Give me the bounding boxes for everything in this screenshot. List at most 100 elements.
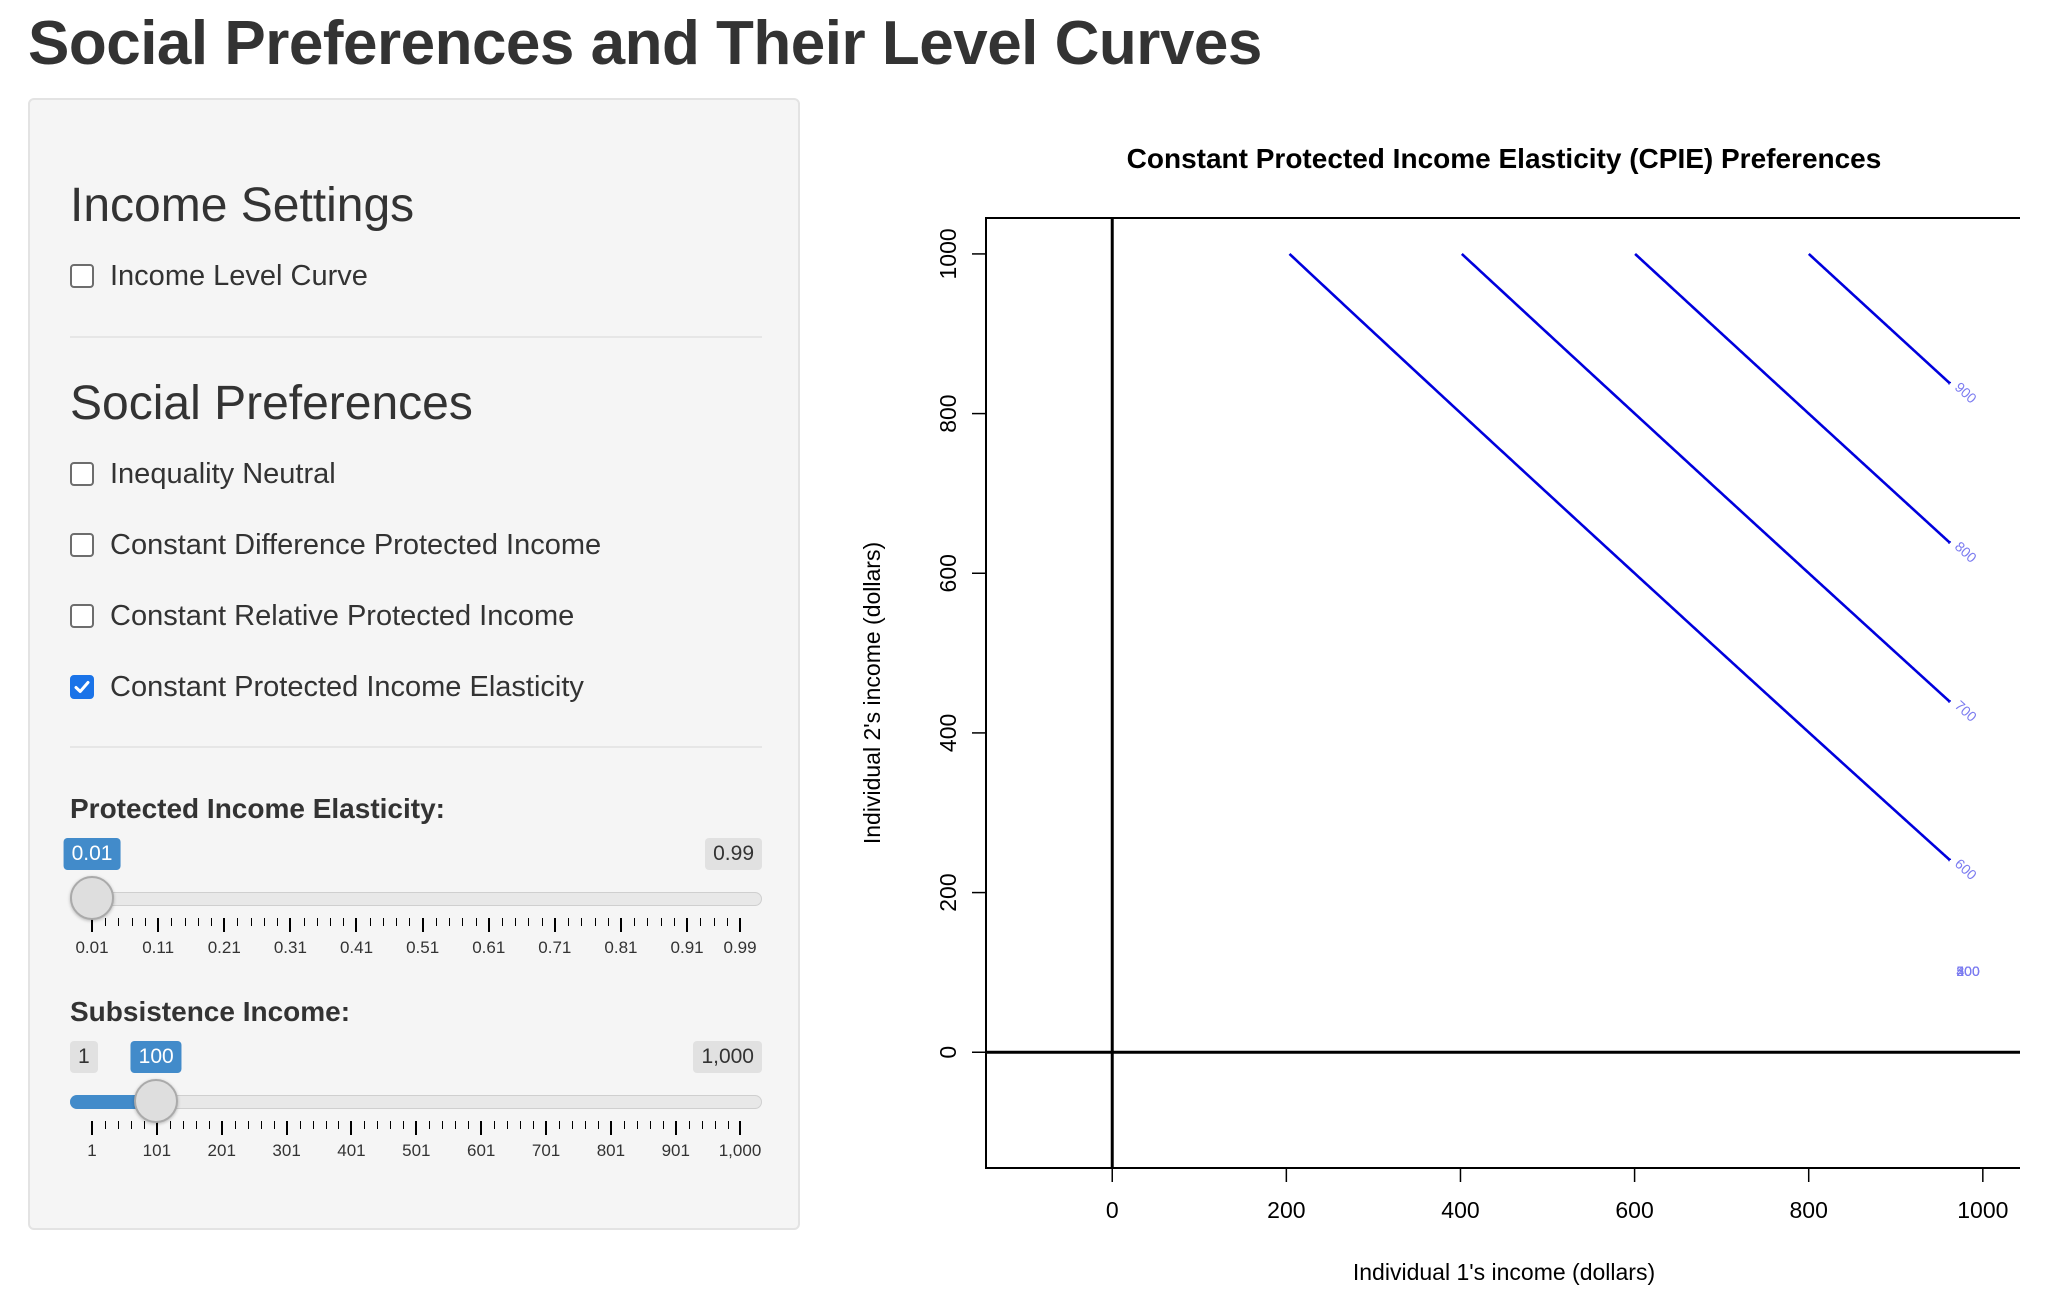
slider-tick-label: 0.21 [207, 938, 241, 957]
level-curve-label: 400 [1956, 963, 1980, 979]
level-curve [1288, 252, 1952, 862]
slider-handle[interactable] [70, 876, 114, 920]
chart-y-axis-label: Individual 2's income (dollars) [859, 542, 885, 844]
slider-tick [421, 918, 424, 932]
slider-minor-tick [533, 1121, 535, 1129]
level-curve-label: 900 [1952, 379, 1980, 407]
slider-tick [220, 1121, 223, 1135]
slider-minor-tick [559, 1121, 561, 1129]
slider-tick-label: 801 [596, 1141, 626, 1160]
social-preferences-heading: Social Preferences [70, 377, 473, 430]
x-tick-label: 1000 [1957, 1197, 2008, 1223]
slider-max-badge: 0.99 [705, 838, 762, 870]
slider-minor-tick [568, 918, 570, 926]
slider-tick [674, 1121, 677, 1135]
y-tick-label: 200 [935, 873, 961, 911]
slider-minor-tick [494, 1121, 496, 1129]
slider-minor-tick [277, 918, 279, 926]
slider-tick-label: 601 [467, 1141, 496, 1160]
slider-minor-tick [449, 918, 451, 926]
elasticity-slider[interactable]: 0.99 0.01 0.01 0.11 0.21 0.31 0.41 0.51 0.61 0.… [63, 838, 762, 968]
y-tick-label: 800 [935, 394, 961, 432]
slider-tick [415, 1121, 418, 1135]
constant-difference-checkbox[interactable] [70, 533, 94, 557]
slider-tick [619, 918, 622, 932]
inequality-neutral-checkbox-row[interactable]: Inequality Neutral [70, 456, 336, 492]
constant-difference-checkbox-row[interactable]: Constant Difference Protected Income [70, 527, 601, 563]
slider-minor-tick [369, 918, 371, 926]
slider-tick [739, 1121, 741, 1135]
slider-minor-tick [303, 918, 305, 926]
x-tick-label: 600 [1615, 1197, 1653, 1223]
slider-tick-label: 0.11 [142, 938, 175, 957]
constant-elasticity-checkbox-row[interactable]: Constant Protected Income Elasticity [70, 669, 584, 705]
sidebar-panel: Income Settings Income Level Curve Socia… [28, 98, 800, 1230]
slider-minor-tick [237, 918, 239, 926]
slider-minor-tick [409, 918, 411, 926]
slider-tick-label: 101 [142, 1141, 172, 1160]
slider-tick-label: 0.01 [75, 938, 109, 957]
subsistence-slider[interactable]: 1 1,000 100 1 101 201 301 401 501 601 701 801 901… [70, 1041, 762, 1171]
slider-ticks [70, 1121, 762, 1141]
slider-value-badge: 100 [130, 1041, 182, 1073]
slider-minor-tick [520, 1121, 522, 1129]
x-tick-label: 400 [1441, 1197, 1479, 1223]
slider-minor-tick [726, 918, 728, 926]
slider-minor-tick [338, 1121, 340, 1129]
plot-frame [985, 217, 2023, 1169]
constant-relative-checkbox[interactable] [70, 604, 94, 628]
slider-tick [289, 918, 292, 932]
slider-tick-label: 901 [661, 1141, 690, 1160]
slider-tick [91, 918, 93, 932]
slider-minor-tick [117, 1121, 119, 1129]
slider-minor-tick [104, 1121, 106, 1129]
slider-minor-tick [435, 918, 437, 926]
slider-minor-tick [647, 918, 649, 926]
level-curve-label: 300 [1956, 963, 1980, 979]
chart-x-axis-label: Individual 1's income (dollars) [1353, 1259, 1655, 1285]
slider-tick [223, 918, 226, 932]
slider-minor-tick [714, 1121, 716, 1129]
slider-tick [739, 918, 741, 932]
divider [70, 336, 762, 338]
slider-minor-tick [195, 1121, 197, 1129]
slider-minor-tick [462, 918, 464, 926]
slider-tick [487, 918, 490, 932]
slider-minor-tick [662, 1121, 664, 1129]
slider-tick-label: 0.81 [604, 938, 638, 957]
slider-value-badge: 0.01 [63, 838, 121, 870]
slider-minor-tick [316, 918, 318, 926]
constant-elasticity-checkbox[interactable] [70, 675, 94, 699]
slider-tick [480, 1121, 483, 1135]
income-level-curve-checkbox-row[interactable]: Income Level Curve [70, 258, 368, 294]
slider-minor-tick [727, 1121, 729, 1129]
x-tick-label: 200 [1267, 1197, 1305, 1223]
slider-track[interactable] [70, 892, 762, 906]
slider-minor-tick [144, 918, 146, 926]
slider-minor-tick [429, 1121, 431, 1129]
constant-relative-checkbox-row[interactable]: Constant Relative Protected Income [70, 598, 574, 634]
slider-minor-tick [382, 918, 384, 926]
slider-minor-tick [541, 918, 543, 926]
level-curve [1634, 252, 1952, 544]
chart-title: Constant Protected Income Elasticity (CP… [1127, 143, 1882, 174]
cpie-chart: Constant Protected Income Elasticity (CP… [820, 100, 2023, 1285]
y-tick-label: 600 [935, 554, 961, 592]
slider-minor-tick [131, 918, 133, 926]
slider-minor-tick [247, 1121, 249, 1129]
slider-minor-tick [507, 1121, 509, 1129]
slider-minor-tick [169, 1121, 171, 1129]
y-tick-label: 1000 [935, 228, 961, 279]
slider-minor-tick [515, 918, 517, 926]
slider-tick-label: 301 [272, 1141, 301, 1160]
inequality-neutral-checkbox[interactable] [70, 462, 94, 486]
slider-tick-label: 0.99 [723, 938, 757, 957]
slider-tick [609, 1121, 612, 1135]
slider-handle[interactable] [134, 1079, 179, 1123]
income-level-curve-checkbox[interactable] [70, 264, 94, 288]
slider-tick [553, 918, 556, 932]
slider-tick [545, 1121, 548, 1135]
slider-tick-label: 401 [337, 1141, 366, 1160]
slider-max-badge: 1,000 [693, 1041, 762, 1073]
slider-minor-tick [700, 918, 702, 926]
